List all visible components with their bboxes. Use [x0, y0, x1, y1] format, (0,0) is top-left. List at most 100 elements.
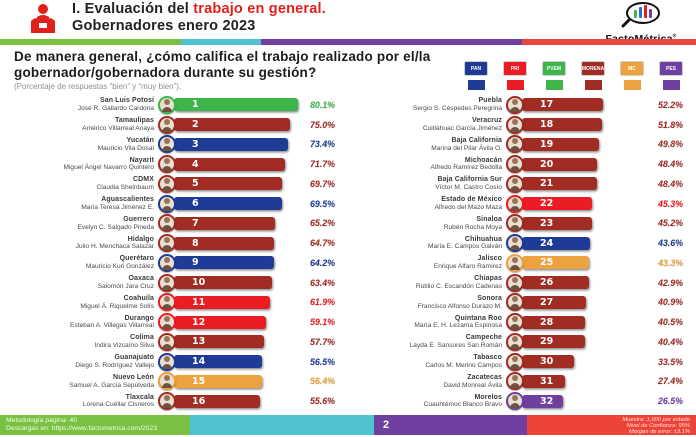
approval-percentage: 64.7%: [310, 238, 335, 249]
ranking-row: Tlaxcala Lorena Cuéllar Cisneros 16 55.6%: [6, 391, 340, 411]
governor-avatar: [506, 95, 524, 114]
governor-avatar: [158, 253, 176, 272]
governor-name: Miguel Ángel Navarro Quintero: [63, 164, 154, 172]
bar-track: 21: [522, 177, 654, 191]
rank-number: 32: [540, 395, 554, 407]
approval-bar: [522, 157, 598, 171]
state-name: Coahuila: [123, 294, 154, 302]
bar-track: 32: [522, 394, 654, 408]
bar-track: 29: [522, 335, 654, 349]
approval-percentage: 45.2%: [658, 218, 683, 229]
bar-track: 12: [174, 315, 306, 329]
rank-number: 24: [540, 237, 554, 249]
rank-number: 15: [192, 375, 206, 387]
bar-track: 20: [522, 157, 654, 171]
approval-percentage: 69.7%: [310, 178, 335, 189]
approval-bar: [174, 374, 262, 388]
governor-name: María E. H. Lezama Espinosa: [414, 322, 502, 330]
approval-bar: [522, 177, 598, 191]
rank-number: 9: [192, 257, 199, 269]
governor-avatar: [158, 155, 176, 174]
row-labels: Quintana Roo María E. H. Lezama Espinosa: [354, 315, 504, 330]
bar-track: 4: [174, 157, 306, 171]
approval-percentage: 43.6%: [658, 238, 683, 249]
approval-percentage: 57.7%: [310, 336, 335, 347]
footer-cyan-strip: [190, 415, 374, 435]
magnifier-chart-icon: [621, 2, 660, 28]
state-name: Baja California: [451, 136, 502, 144]
state-name: Durango: [124, 314, 154, 322]
approval-percentage: 64.2%: [310, 257, 335, 268]
governor-name: Marina del Pilar Ávila O.: [431, 144, 502, 152]
row-labels: Sinaloa Rubén Rocha Moya: [354, 216, 504, 231]
rank-number: 4: [192, 158, 199, 170]
state-name: Zacatecas: [467, 373, 502, 381]
governor-avatar: [158, 214, 176, 233]
ranking-row: CDMX Claudia Sheinbaum 5 69.7%: [6, 174, 340, 194]
rank-number: 2: [192, 119, 199, 131]
approval-bar: [522, 374, 565, 388]
governor-name: María Teresa Jiménez E.: [81, 203, 154, 211]
governor-name: Rutilio C. Escandón Cadenas: [415, 282, 502, 290]
state-name: Nayarit: [129, 156, 154, 164]
approval-percentage: 56.5%: [310, 356, 335, 367]
sample-text: Muestra: 1,000 por estado: [622, 417, 690, 423]
bar-track: 3: [174, 137, 306, 151]
approval-percentage: 71.7%: [310, 159, 335, 170]
approval-percentage: 45.3%: [658, 198, 683, 209]
ranking-row: Oaxaca Salomón Jara Cruz 10 63.4%: [6, 273, 340, 293]
bar-track: 17: [522, 98, 654, 112]
confidence-text: Nivel de Confianza: 95%: [626, 423, 690, 430]
download-link[interactable]: Descargas en: https://www.factometrica.c…: [6, 425, 158, 432]
bar-track: 11: [174, 295, 306, 309]
governor-avatar: [506, 352, 524, 371]
governor-name: Carlos M. Merino Campos: [425, 361, 502, 369]
rank-number: 3: [192, 138, 199, 150]
governor-name: Francisco Alfonso Durazo M.: [417, 302, 502, 310]
state-name: Oaxaca: [128, 275, 154, 283]
row-labels: Veracruz Cuitláhuac García Jiménez: [354, 117, 504, 132]
row-labels: Guerrero Evelyn C. Salgado Pineda: [6, 216, 156, 231]
bar-track: 2: [174, 118, 306, 132]
approval-bar: [174, 98, 299, 112]
bar-track: 7: [174, 216, 306, 230]
row-labels: Puebla Sergio S. Céspedes Peregrina: [354, 97, 504, 112]
governor-name: Américo Villarreal Anaya: [82, 124, 154, 132]
rank-number: 29: [540, 336, 554, 348]
ranking-row: Campeche Layda E. Sansores San Román 29 40.…: [354, 332, 688, 352]
approval-percentage: 69.5%: [310, 198, 335, 209]
rank-number: 6: [192, 198, 199, 210]
bar-track: 5: [174, 177, 306, 191]
ranking-row: Chiapas Rutilio C. Escandón Cadenas 26 42.9…: [354, 273, 688, 293]
methodology-text: Metodología página: 40: [6, 417, 78, 424]
governor-name: Evelyn C. Salgado Pineda: [77, 223, 154, 231]
row-labels: Oaxaca Salomón Jara Cruz: [6, 275, 156, 290]
rank-number: 11: [192, 296, 206, 308]
row-labels: Coahuila Miguel Á. Riquelme Solís: [6, 295, 156, 310]
approval-bar: [522, 256, 590, 270]
pri-color-swatch: [506, 80, 524, 90]
governor-avatar: [158, 372, 176, 391]
row-labels: Baja California Marina del Pilar Ávila O.: [354, 137, 504, 152]
bar-track: 23: [522, 216, 654, 230]
error-margin-text: Margen de error: ±3.1%: [628, 429, 690, 436]
state-name: Aguascalientes: [101, 196, 154, 204]
page-number: 2: [374, 415, 527, 435]
state-name: Nuevo León: [112, 373, 154, 381]
governor-name: Layda E. Sansores San Román: [409, 342, 502, 350]
bar-track: 25: [522, 256, 654, 270]
ranking-row: Hidalgo Julio H. Menchaca Salazar 8 64.7%: [6, 233, 340, 253]
governor-name: Claudia Sheinbaum: [96, 184, 154, 192]
state-name: San Luis Potosí: [99, 97, 154, 105]
approval-bar: [174, 157, 286, 171]
rank-number: 21: [540, 178, 554, 190]
row-labels: Chiapas Rutilio C. Escandón Cadenas: [354, 275, 504, 290]
state-name: Guerrero: [123, 215, 154, 223]
row-labels: Campeche Layda E. Sansores San Román: [354, 334, 504, 349]
pan-color-swatch: [467, 80, 485, 90]
ranking-row: Aguascalientes María Teresa Jiménez E. 6 69…: [6, 194, 340, 214]
row-labels: Nuevo León Samuel A. García Sepúlveda: [6, 374, 156, 389]
approval-bar: [174, 216, 276, 230]
governor-name: Cuitláhuac García Jiménez: [422, 124, 502, 132]
ranking-column-left: San Luis Potosí José R. Gallardo Cardona 1…: [6, 95, 340, 411]
